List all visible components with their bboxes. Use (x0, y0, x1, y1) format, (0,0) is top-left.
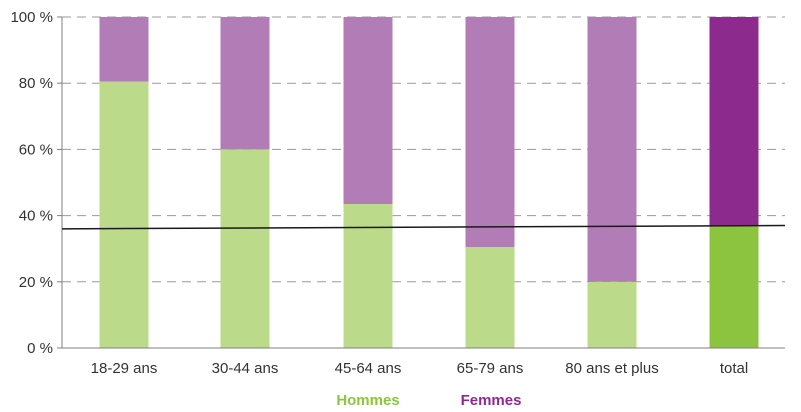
gridlines (62, 16, 785, 283)
reference-line-segment (61, 224, 786, 230)
bar-hommes-5 (709, 225, 759, 348)
y-axis: 0 % 20 % 40 % 60 % 80 % 100 % (10, 9, 62, 357)
y-tick-label: 60 % (19, 141, 53, 158)
x-category-label: total (720, 360, 748, 377)
bars (99, 17, 759, 349)
legend: Hommes Femmes (336, 392, 521, 409)
x-category-label: 30-44 ans (212, 360, 279, 377)
bar-hommes-0 (99, 81, 149, 349)
x-category-label: 45-64 ans (335, 360, 402, 377)
y-tick-label: 0 % (27, 340, 53, 357)
x-axis: 18-29 ans 30-44 ans 45-64 ans 65-79 ans 80 a… (61, 17, 785, 377)
y-tick-label: 100 % (10, 9, 53, 26)
x-category-label: 18-29 ans (91, 360, 158, 377)
legend-label-hommes: Hommes (336, 392, 399, 409)
x-category-label: 80 ans et plus (565, 360, 658, 377)
reference-line (61, 224, 786, 230)
bar-hommes-2 (343, 204, 393, 348)
bar-hommes-1 (220, 149, 270, 348)
bar-femmes-1 (220, 17, 270, 150)
y-tick-label: 20 % (19, 274, 53, 291)
x-category-label: 65-79 ans (457, 360, 524, 377)
bar-femmes-2 (343, 17, 393, 205)
bar-hommes-4 (587, 281, 637, 348)
bar-femmes-5 (709, 17, 759, 226)
legend-label-femmes: Femmes (461, 392, 522, 409)
bar-hommes-3 (465, 247, 515, 348)
y-tick-label: 80 % (19, 75, 53, 92)
y-tick-label: 40 % (19, 208, 53, 225)
bar-femmes-0 (99, 17, 149, 82)
bar-femmes-4 (587, 17, 637, 282)
bar-femmes-3 (465, 17, 515, 248)
